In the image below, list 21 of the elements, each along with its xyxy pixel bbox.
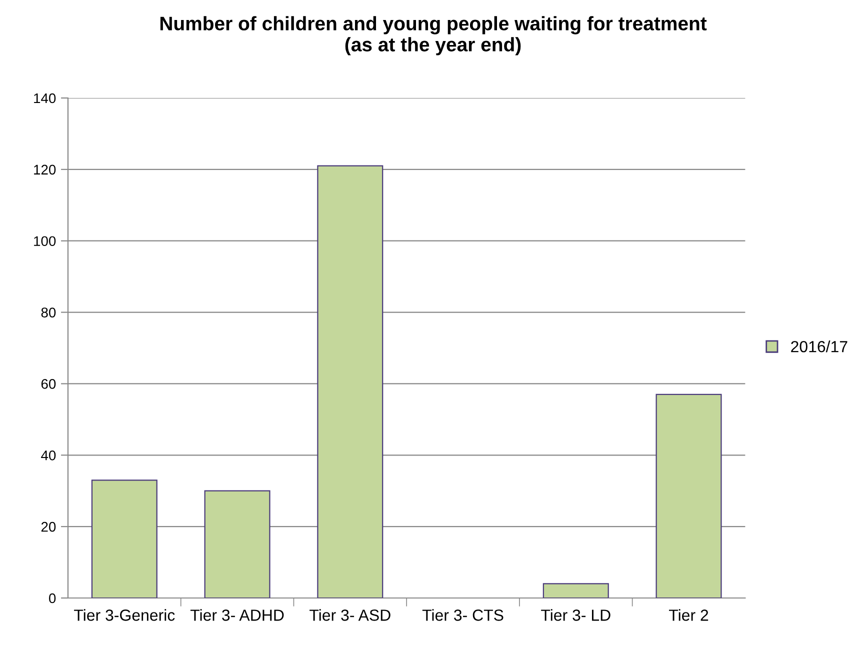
bar bbox=[204, 490, 270, 598]
y-tick-label: 0 bbox=[48, 593, 56, 604]
x-tick-label: Tier 3-Generic bbox=[74, 609, 175, 621]
y-tick-label: 100 bbox=[34, 236, 56, 246]
y-tick-label: 80 bbox=[41, 308, 56, 318]
y-tick-label: 60 bbox=[41, 379, 56, 389]
bar bbox=[542, 583, 609, 598]
x-tick-label: Tier 3- ASD bbox=[310, 609, 390, 621]
bar bbox=[91, 480, 158, 598]
bar bbox=[656, 394, 722, 598]
chart-title: Number of children and young people waiting for treatment (as at the year end) bbox=[160, 16, 707, 56]
x-tick-label: Tier 3- ADHD bbox=[190, 609, 284, 621]
legend-label: 2016/17 bbox=[791, 340, 848, 352]
x-tick-label: Tier 3- LD bbox=[541, 609, 610, 621]
y-tick-label: 120 bbox=[34, 164, 56, 175]
y-tick-label: 40 bbox=[41, 450, 56, 460]
x-tick-label: Tier 2 bbox=[669, 609, 708, 621]
bar bbox=[317, 165, 384, 598]
y-tick-label: 140 bbox=[34, 93, 56, 104]
y-tick-label: 20 bbox=[41, 522, 56, 532]
x-tick-label: Tier 3- CTS bbox=[422, 609, 504, 621]
